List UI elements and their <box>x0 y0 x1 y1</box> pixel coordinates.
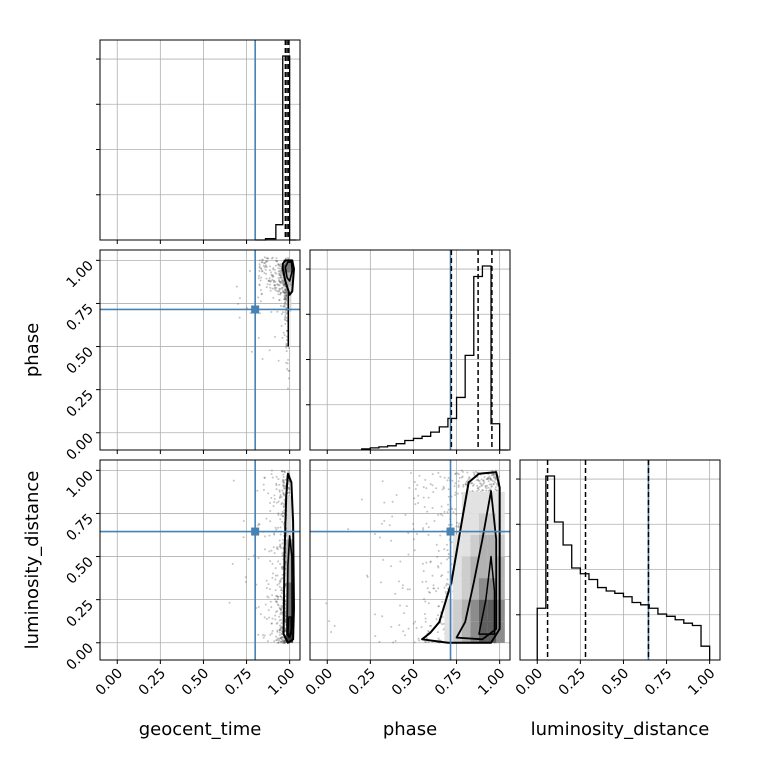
x-tick-label: 1.00 <box>475 666 508 699</box>
grid-lines <box>306 250 510 450</box>
contour-inner <box>455 490 498 641</box>
x-tick-label: 0.50 <box>179 666 212 699</box>
diag-panel-geocent-time <box>99 39 301 241</box>
y-tick-label: 0.00 <box>63 640 96 673</box>
x-tick-label: 0.75 <box>642 666 675 699</box>
truth-marker <box>446 527 455 536</box>
truth-marker <box>251 527 260 536</box>
diag-panel-luminosity-distance <box>519 459 721 661</box>
contour-inner <box>284 261 294 282</box>
x-tick-label: 0.00 <box>513 666 546 699</box>
panel-geocent-time-vs-luminosity-distance <box>99 459 301 661</box>
x-tick-label: 0.00 <box>303 666 336 699</box>
x-tick-label: 0.25 <box>136 666 169 699</box>
y-tick-label: 0.50 <box>63 344 96 377</box>
truth-marker <box>251 305 260 314</box>
y-axis-label-luminosity-distance: luminosity_distance <box>22 471 43 650</box>
grid-lines <box>100 460 300 660</box>
grid-lines <box>516 460 720 660</box>
histogram-geocent-time <box>255 55 297 241</box>
x-tick-label: 1.00 <box>265 666 298 699</box>
histogram-phase <box>361 265 509 451</box>
contour-outer <box>282 472 295 644</box>
x-tick-label: 1.00 <box>685 666 718 699</box>
x-axis-label-luminosity-distance: luminosity_distance <box>531 719 710 740</box>
x-axis-label-geocent-time: geocent_time <box>139 719 262 740</box>
grid-lines <box>96 40 300 240</box>
diag-panel-phase <box>309 249 511 451</box>
y-tick-label: 0.25 <box>63 387 96 420</box>
contour-core <box>478 555 496 635</box>
y-axis-label-phase: phase <box>22 323 43 377</box>
y-tick-label: 0.00 <box>63 430 96 463</box>
x-tick-label: 0.75 <box>222 666 255 699</box>
x-axis-label-phase: phase <box>383 719 437 740</box>
density-shading <box>286 496 294 643</box>
y-tick-label: 0.50 <box>63 554 96 587</box>
y-tick-label: 0.75 <box>63 511 96 544</box>
contour-inner <box>286 535 294 639</box>
x-tick-label: 0.75 <box>432 666 465 699</box>
y-tick-label: 0.25 <box>63 597 96 630</box>
scatter-points <box>235 256 291 390</box>
x-tick-label: 0.50 <box>389 666 422 699</box>
contour-outer <box>281 259 295 296</box>
histogram-luminosity-distance <box>536 475 711 660</box>
contour-core <box>287 616 293 635</box>
panel-geocent-time-vs-phase <box>99 249 301 451</box>
x-tick-label: 0.25 <box>346 666 379 699</box>
x-tick-label: 0.25 <box>556 666 589 699</box>
y-tick-label: 1.00 <box>63 468 96 501</box>
x-tick-label: 0.00 <box>93 666 126 699</box>
y-tick-label: 0.75 <box>63 301 96 334</box>
x-tick-label: 0.50 <box>599 666 632 699</box>
contour-outer <box>421 471 501 644</box>
y-tick-label: 1.00 <box>63 258 96 291</box>
panel-phase-vs-luminosity-distance <box>309 459 511 661</box>
